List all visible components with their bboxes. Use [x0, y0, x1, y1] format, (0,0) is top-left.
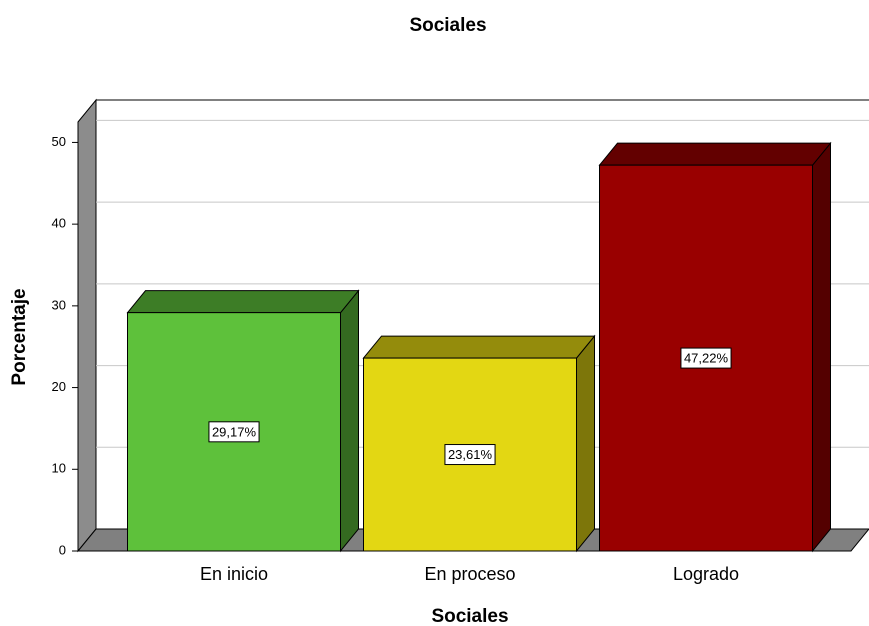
bar-top	[362, 335, 596, 359]
x-axis-title: Sociales	[431, 606, 508, 626]
bar: 29,17%	[126, 289, 360, 553]
y-tick-label: 0	[59, 542, 66, 557]
value-label: 29,17%	[212, 424, 257, 439]
x-tick-label: En proceso	[424, 564, 515, 584]
bar-top	[598, 142, 832, 166]
y-tick-label: 40	[52, 216, 66, 231]
bar: 47,22%	[598, 141, 832, 553]
value-label: 23,61%	[448, 447, 493, 462]
bar-side	[340, 289, 359, 553]
y-axis-title: Porcentaje	[9, 288, 30, 385]
value-label: 47,22%	[684, 351, 729, 366]
bars: 29,17% 23,61% 47,22%	[126, 141, 832, 553]
x-tick-label: En inicio	[200, 564, 268, 584]
y-tick-label: 30	[52, 297, 66, 312]
value-label-box	[680, 347, 732, 369]
y-tick-label: 20	[52, 379, 66, 394]
left-wall	[77, 98, 97, 553]
bar-side	[576, 334, 595, 553]
bar-side	[812, 141, 831, 553]
value-label-box	[208, 421, 260, 443]
y-tick-label: 50	[52, 134, 66, 149]
x-tick-label: Logrado	[673, 564, 739, 584]
bar-top	[126, 290, 360, 314]
bar: 23,61%	[362, 334, 596, 553]
chart-title: Sociales	[409, 15, 486, 36]
value-label-box	[444, 444, 496, 466]
y-tick-label: 10	[52, 461, 66, 476]
